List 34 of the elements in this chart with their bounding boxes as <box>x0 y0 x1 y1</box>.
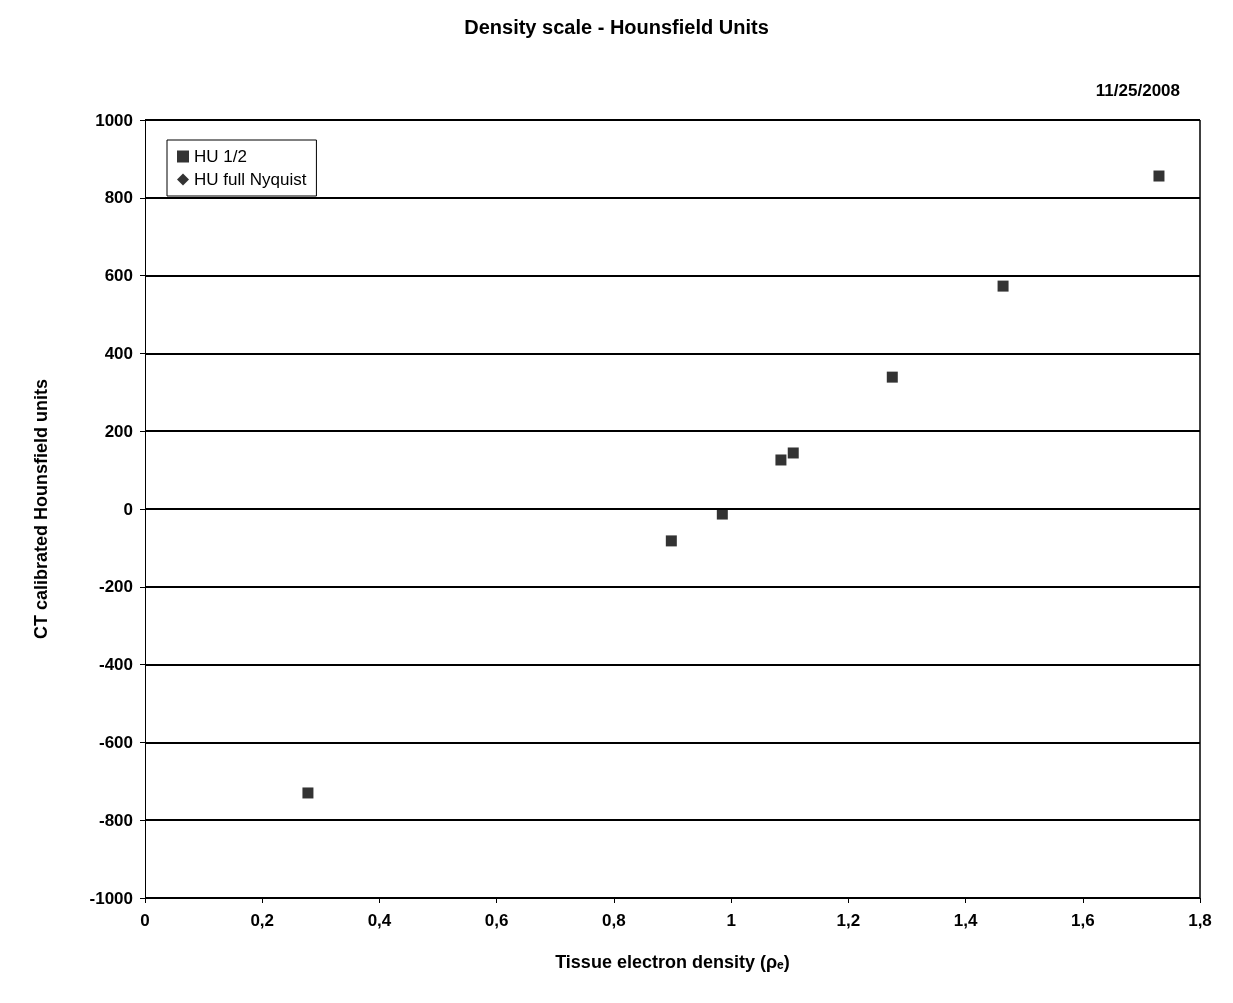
y-tick-label: 400 <box>104 343 133 363</box>
y-tick-label: -1000 <box>89 888 133 908</box>
x-tick-label: 0 <box>140 911 150 930</box>
y-tick-label: -200 <box>98 577 133 597</box>
y-tick-label: 1000 <box>95 110 133 130</box>
text: 11/25/2008 <box>1095 81 1181 100</box>
point <box>997 280 1009 292</box>
point <box>886 371 898 383</box>
x-tick-label: 0,6 <box>484 911 509 930</box>
x-axis-title: Tissue electron density (ρₑ) <box>555 952 790 972</box>
point <box>775 454 787 466</box>
x-tick-label: 0,2 <box>250 911 275 930</box>
point <box>787 447 799 459</box>
x-tick-label: 1 <box>726 911 736 930</box>
y-tick-label: -800 <box>98 810 133 830</box>
x-tick-label: 1,8 <box>1188 911 1212 930</box>
point <box>302 787 314 799</box>
legend-label: HU full Nyquist <box>194 170 307 189</box>
x-tick-label: 0,4 <box>367 911 392 930</box>
y-tick-label: -600 <box>98 732 133 752</box>
legend-label: HU 1/2 <box>194 147 247 166</box>
point <box>665 535 677 547</box>
y-tick-label: 0 <box>123 499 133 519</box>
y-tick-label: 800 <box>104 188 133 208</box>
y-tick-label: -400 <box>98 655 133 675</box>
y-tick-label: 600 <box>104 266 133 286</box>
x-tick-label: 0,8 <box>602 911 626 930</box>
point <box>1153 170 1165 182</box>
y-axis-title: CT calibrated Hounsfield units <box>31 378 51 640</box>
x-tick-label: 1,4 <box>953 911 978 930</box>
y-tick-label: 200 <box>104 421 133 441</box>
x-tick-label: 1,6 <box>1070 911 1095 930</box>
x-tick-label: 1,2 <box>836 911 861 930</box>
chart-title: Density scale - Hounsfield Units <box>464 16 769 38</box>
